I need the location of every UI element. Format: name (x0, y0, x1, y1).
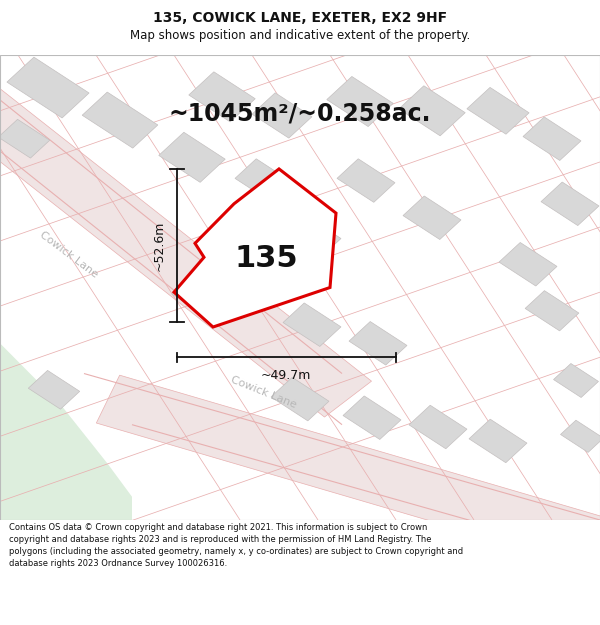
Polygon shape (554, 364, 598, 398)
Text: 135: 135 (235, 244, 298, 273)
Polygon shape (189, 72, 255, 122)
Polygon shape (469, 419, 527, 462)
Polygon shape (0, 84, 371, 417)
Polygon shape (525, 291, 579, 331)
Polygon shape (174, 169, 336, 327)
Polygon shape (349, 321, 407, 365)
Polygon shape (283, 303, 341, 346)
Polygon shape (337, 159, 395, 202)
Polygon shape (97, 375, 600, 567)
Polygon shape (235, 159, 293, 202)
Polygon shape (0, 343, 132, 520)
Polygon shape (467, 88, 529, 134)
Polygon shape (403, 196, 461, 239)
Polygon shape (172, 272, 236, 321)
Text: ~52.6m: ~52.6m (152, 221, 166, 271)
Polygon shape (283, 214, 341, 258)
Polygon shape (343, 396, 401, 439)
Polygon shape (0, 119, 50, 158)
Polygon shape (231, 235, 285, 275)
Polygon shape (560, 420, 600, 452)
Polygon shape (499, 242, 557, 286)
Text: Contains OS data © Crown copyright and database right 2021. This information is : Contains OS data © Crown copyright and d… (9, 523, 463, 568)
Polygon shape (252, 92, 312, 138)
Polygon shape (327, 76, 393, 126)
Text: Cowick Lane: Cowick Lane (230, 374, 298, 410)
Polygon shape (7, 57, 89, 118)
Text: Cowick Lane: Cowick Lane (38, 230, 100, 280)
Polygon shape (409, 405, 467, 449)
Text: Map shows position and indicative extent of the property.: Map shows position and indicative extent… (130, 29, 470, 42)
Polygon shape (271, 378, 329, 421)
Polygon shape (159, 132, 225, 182)
Polygon shape (541, 182, 599, 226)
Text: ~1045m²/~0.258ac.: ~1045m²/~0.258ac. (169, 101, 431, 125)
Polygon shape (399, 86, 465, 136)
Text: 135, COWICK LANE, EXETER, EX2 9HF: 135, COWICK LANE, EXETER, EX2 9HF (153, 11, 447, 25)
Polygon shape (28, 371, 80, 409)
Polygon shape (82, 92, 158, 148)
Text: ~49.7m: ~49.7m (261, 369, 311, 382)
Polygon shape (523, 117, 581, 161)
